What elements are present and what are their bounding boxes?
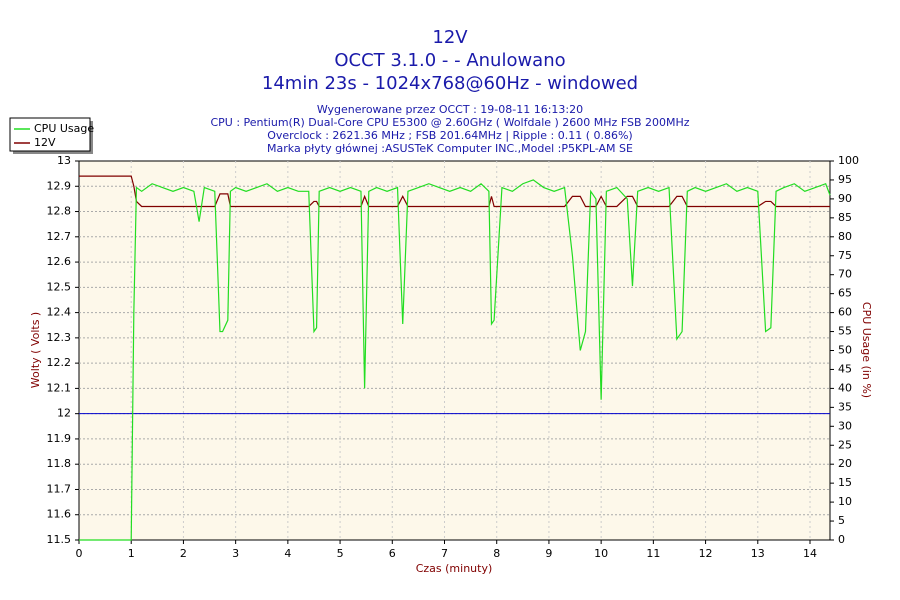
y2-tick-label: 60 xyxy=(838,306,852,319)
subtitle: CPU : Pentium(R) Dual-Core CPU E5300 @ 2… xyxy=(210,116,689,129)
y2-tick-label: 50 xyxy=(838,344,852,357)
subtitle: Marka płyty głównej :ASUSTeK Computer IN… xyxy=(267,142,633,155)
y-tick-label: 11.5 xyxy=(47,533,72,546)
y-tick-label: 12.4 xyxy=(47,306,72,319)
legend-label: CPU Usage xyxy=(34,122,94,135)
y-tick-label: 12.8 xyxy=(47,205,72,218)
y2-tick-label: 75 xyxy=(838,249,852,262)
x-axis-label: Czas (minuty) xyxy=(416,562,493,575)
x-tick-label: 4 xyxy=(284,547,291,560)
y2-tick-label: 70 xyxy=(838,268,852,281)
y2-tick-label: 65 xyxy=(838,287,852,300)
y2-tick-label: 40 xyxy=(838,381,852,394)
x-tick-label: 10 xyxy=(594,547,608,560)
y-tick-label: 11.8 xyxy=(47,457,72,470)
legend xyxy=(9,117,91,152)
y-tick-label: 12.3 xyxy=(47,331,72,344)
y-tick-label: 12.1 xyxy=(47,381,72,394)
y-tick-label: 11.6 xyxy=(47,508,72,521)
chart-title-line: OCCT 3.1.0 - - Anulowano xyxy=(334,50,565,71)
x-tick-label: 5 xyxy=(337,547,344,560)
x-tick-label: 7 xyxy=(441,547,448,560)
legend-label: 12V xyxy=(34,136,56,149)
y2-tick-label: 100 xyxy=(838,154,859,167)
y2-tick-label: 55 xyxy=(838,325,852,338)
x-tick-label: 2 xyxy=(180,547,187,560)
y-tick-label: 12.6 xyxy=(47,255,72,268)
y-axis-label: Wolty ( Volts ) xyxy=(29,312,42,388)
plot-area xyxy=(78,160,831,541)
series-line xyxy=(79,179,831,541)
y-tick-label: 12 xyxy=(57,407,71,420)
subtitle: Wygenerowane przez OCCT : 19-08-11 16:13… xyxy=(317,103,583,116)
y2-tick-label: 10 xyxy=(838,495,852,508)
y-tick-label: 13 xyxy=(57,154,71,167)
subtitle: Overclock : 2621.36 MHz ; FSB 201.64MHz … xyxy=(267,129,632,142)
chart-title-line: 14min 23s - 1024x768@60Hz - windowed xyxy=(262,73,638,94)
y2-axis-label: CPU Usage (in %) xyxy=(860,302,873,398)
x-tick-label: 12 xyxy=(699,547,713,560)
x-tick-label: 9 xyxy=(545,547,552,560)
y2-tick-label: 5 xyxy=(838,514,845,527)
y-tick-label: 11.9 xyxy=(47,432,72,445)
x-tick-label: 1 xyxy=(128,547,135,560)
y2-tick-label: 0 xyxy=(838,533,845,546)
y2-tick-label: 95 xyxy=(838,173,852,186)
y2-tick-label: 80 xyxy=(838,230,852,243)
x-tick-label: 6 xyxy=(389,547,396,560)
y-tick-label: 12.2 xyxy=(47,356,72,369)
x-tick-label: 3 xyxy=(232,547,239,560)
y-tick-label: 12.7 xyxy=(47,230,72,243)
y2-tick-label: 45 xyxy=(838,362,852,375)
x-tick-label: 11 xyxy=(646,547,660,560)
y2-tick-label: 20 xyxy=(838,457,852,470)
y2-tick-label: 30 xyxy=(838,419,852,432)
series-line xyxy=(79,175,830,208)
y2-tick-label: 35 xyxy=(838,400,852,413)
x-tick-label: 0 xyxy=(76,547,83,560)
x-tick-label: 13 xyxy=(751,547,765,560)
y2-tick-label: 25 xyxy=(838,438,852,451)
y2-tick-label: 90 xyxy=(838,192,852,205)
y2-tick-label: 85 xyxy=(838,211,852,224)
x-tick-label: 14 xyxy=(803,547,817,560)
chart-title: 12V xyxy=(432,27,468,48)
y-tick-label: 11.7 xyxy=(47,482,72,495)
y-tick-label: 12.5 xyxy=(47,280,72,293)
x-tick-label: 8 xyxy=(493,547,500,560)
y-tick-label: 12.9 xyxy=(47,179,72,192)
y2-tick-label: 15 xyxy=(838,476,852,489)
